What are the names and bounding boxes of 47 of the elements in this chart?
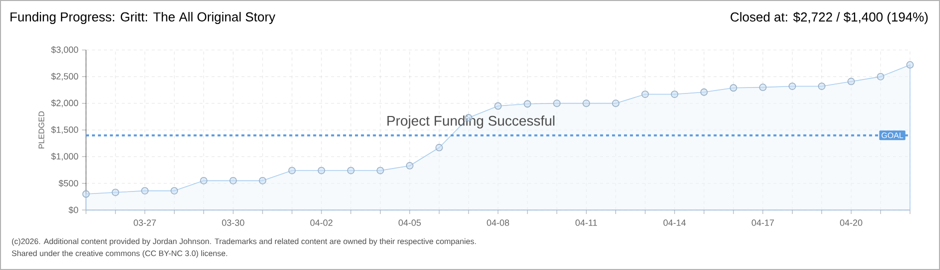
point (82, 190, 90, 198)
x-tick-label: 03-30 (222, 220, 244, 226)
point (141, 187, 149, 194)
point (553, 100, 561, 108)
point (847, 78, 855, 86)
x-tick-label: 03-27 (134, 220, 156, 226)
y-tick-label: $500 (58, 180, 78, 187)
point (200, 176, 208, 184)
point (730, 84, 738, 92)
point (700, 88, 708, 96)
point (818, 82, 826, 90)
point (524, 100, 532, 108)
point (612, 100, 620, 108)
x-tick-label: 04-05 (398, 220, 421, 226)
point (258, 176, 266, 184)
point (641, 90, 649, 98)
point (582, 100, 590, 108)
point (406, 162, 414, 170)
chart-title: Funding Progress: Gritt: The All Original Story (10, 12, 276, 24)
point (435, 144, 443, 152)
x-tick-label: 04-17 (752, 220, 774, 226)
point (288, 166, 296, 174)
point (112, 188, 120, 196)
x-tick-label: 04-20 (840, 220, 862, 226)
point (670, 90, 678, 98)
y-tick-label: $1,500 (51, 126, 78, 134)
y-tick-label: $0 (68, 206, 78, 214)
y-tick-label: $2,000 (51, 99, 78, 108)
point (788, 82, 796, 90)
annotation: Project Funding Successful (387, 115, 554, 128)
x-tick-label: 04-08 (486, 220, 510, 226)
y-tick-label: $2,500 (51, 72, 78, 81)
point (376, 166, 384, 174)
point (759, 84, 767, 92)
x-tick-label: 04-11 (576, 220, 597, 226)
y-tick-label: $1,000 (51, 152, 78, 161)
point (906, 61, 914, 69)
point (876, 72, 884, 80)
point (170, 187, 178, 194)
x-tick-label: 04-02 (310, 220, 332, 226)
point (318, 166, 326, 174)
point (494, 102, 502, 110)
point (229, 176, 237, 184)
x-tick-label: 04-14 (663, 220, 686, 226)
chart-subtitle: Closed at: $2,722 / $1,400 (194%) (730, 12, 928, 24)
y-tick-label: $3,000 (51, 46, 78, 54)
point (347, 166, 355, 174)
